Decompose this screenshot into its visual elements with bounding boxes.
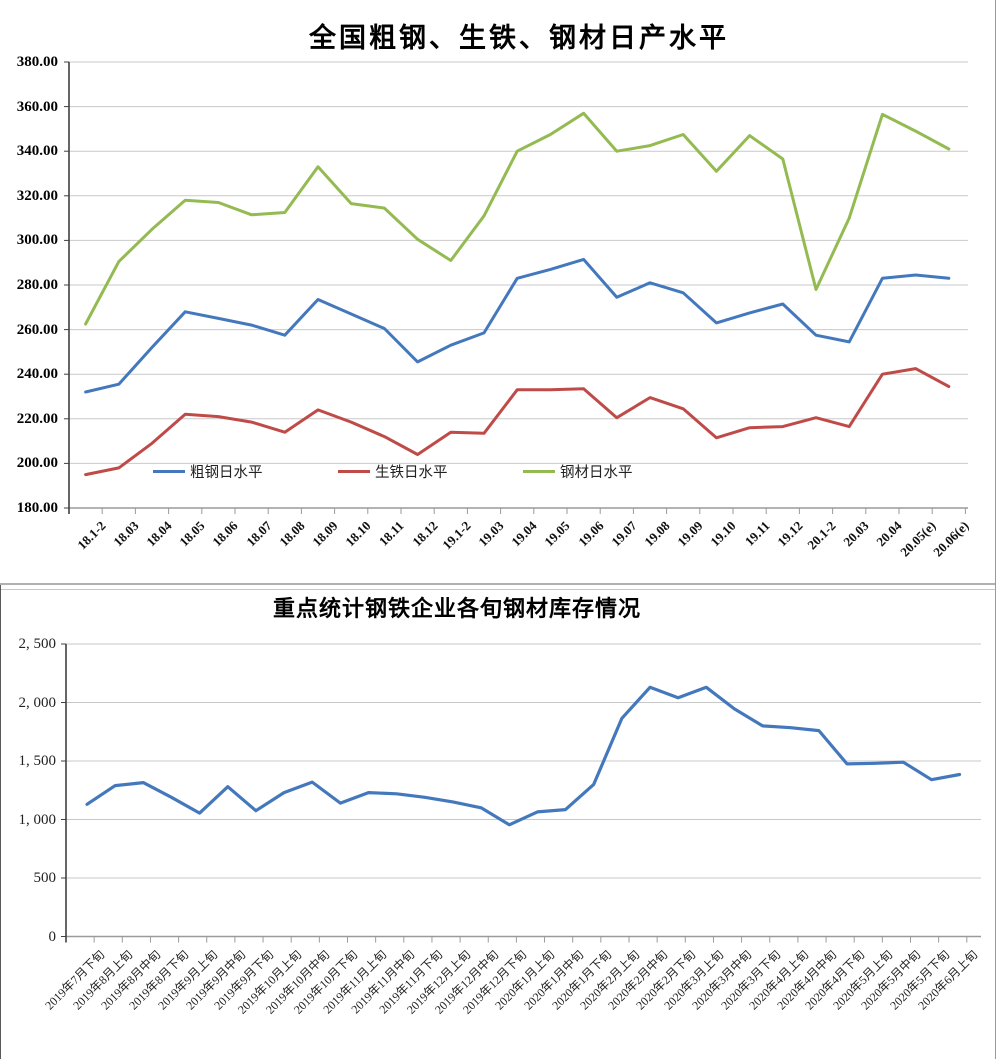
- section-divider: [0, 583, 995, 590]
- y-tick-label: 180.00: [16, 500, 58, 516]
- inventory-plot-area: [61, 643, 981, 943]
- y-tick-label: 380.00: [16, 54, 58, 70]
- chart-title-daily-output: 全国粗钢、生铁、钢材日产水平: [309, 23, 729, 53]
- series-line-0: [84, 257, 951, 394]
- legend-item: 生铁日水平: [338, 462, 448, 481]
- series-line-1: [84, 367, 951, 477]
- legend-label: 粗钢日水平: [190, 464, 263, 481]
- y-tick-label: 2, 000: [18, 694, 57, 711]
- y-tick-label: 200.00: [16, 455, 58, 472]
- series-line-0: [85, 685, 962, 827]
- y-tick-label: 1, 000: [18, 811, 57, 828]
- legend-label: 生铁日水平: [375, 464, 448, 481]
- y-tick-label: 300.00: [16, 232, 58, 249]
- y-tick-label: 0: [48, 928, 57, 945]
- y-tick-label: 2, 500: [18, 636, 57, 652]
- legend-item: 钢材日水平: [523, 462, 633, 481]
- y-tick-label: 1, 500: [18, 753, 57, 769]
- daily-output-chart: 全国粗钢、生铁、钢材日产水平 380.00 360.00 340.00 320.00 3…: [0, 23, 995, 559]
- y-tick-label: 500: [33, 870, 57, 886]
- y-tick-label: 220.00: [16, 410, 58, 427]
- legend-label: 钢材日水平: [560, 464, 633, 481]
- y-tick-label: 340.00: [16, 143, 58, 160]
- y-tick-label: 280.00: [16, 277, 58, 293]
- daily-output-plot-area: [64, 61, 968, 514]
- legend: 粗钢日水平 生铁日水平 钢材日水平: [0, 462, 995, 482]
- y-tick-label: 320.00: [16, 187, 58, 204]
- y-tick-label: 360.00: [16, 98, 58, 115]
- legend-line-swatch: [523, 469, 555, 473]
- legend-line-swatch: [338, 469, 370, 473]
- y-tick-label: 240.00: [16, 366, 58, 383]
- legend-item: 粗钢日水平: [153, 462, 263, 481]
- chart-title-inventory: 重点统计钢铁企业各旬钢材库存情况: [272, 596, 641, 621]
- inventory-chart: 重点统计钢铁企业各旬钢材库存情况 2, 500 2, 000 1, 500 1, 00…: [0, 585, 995, 1059]
- series-line-2: [84, 111, 951, 326]
- y-tick-label: 260.00: [16, 321, 58, 338]
- legend-line-swatch: [153, 469, 185, 473]
